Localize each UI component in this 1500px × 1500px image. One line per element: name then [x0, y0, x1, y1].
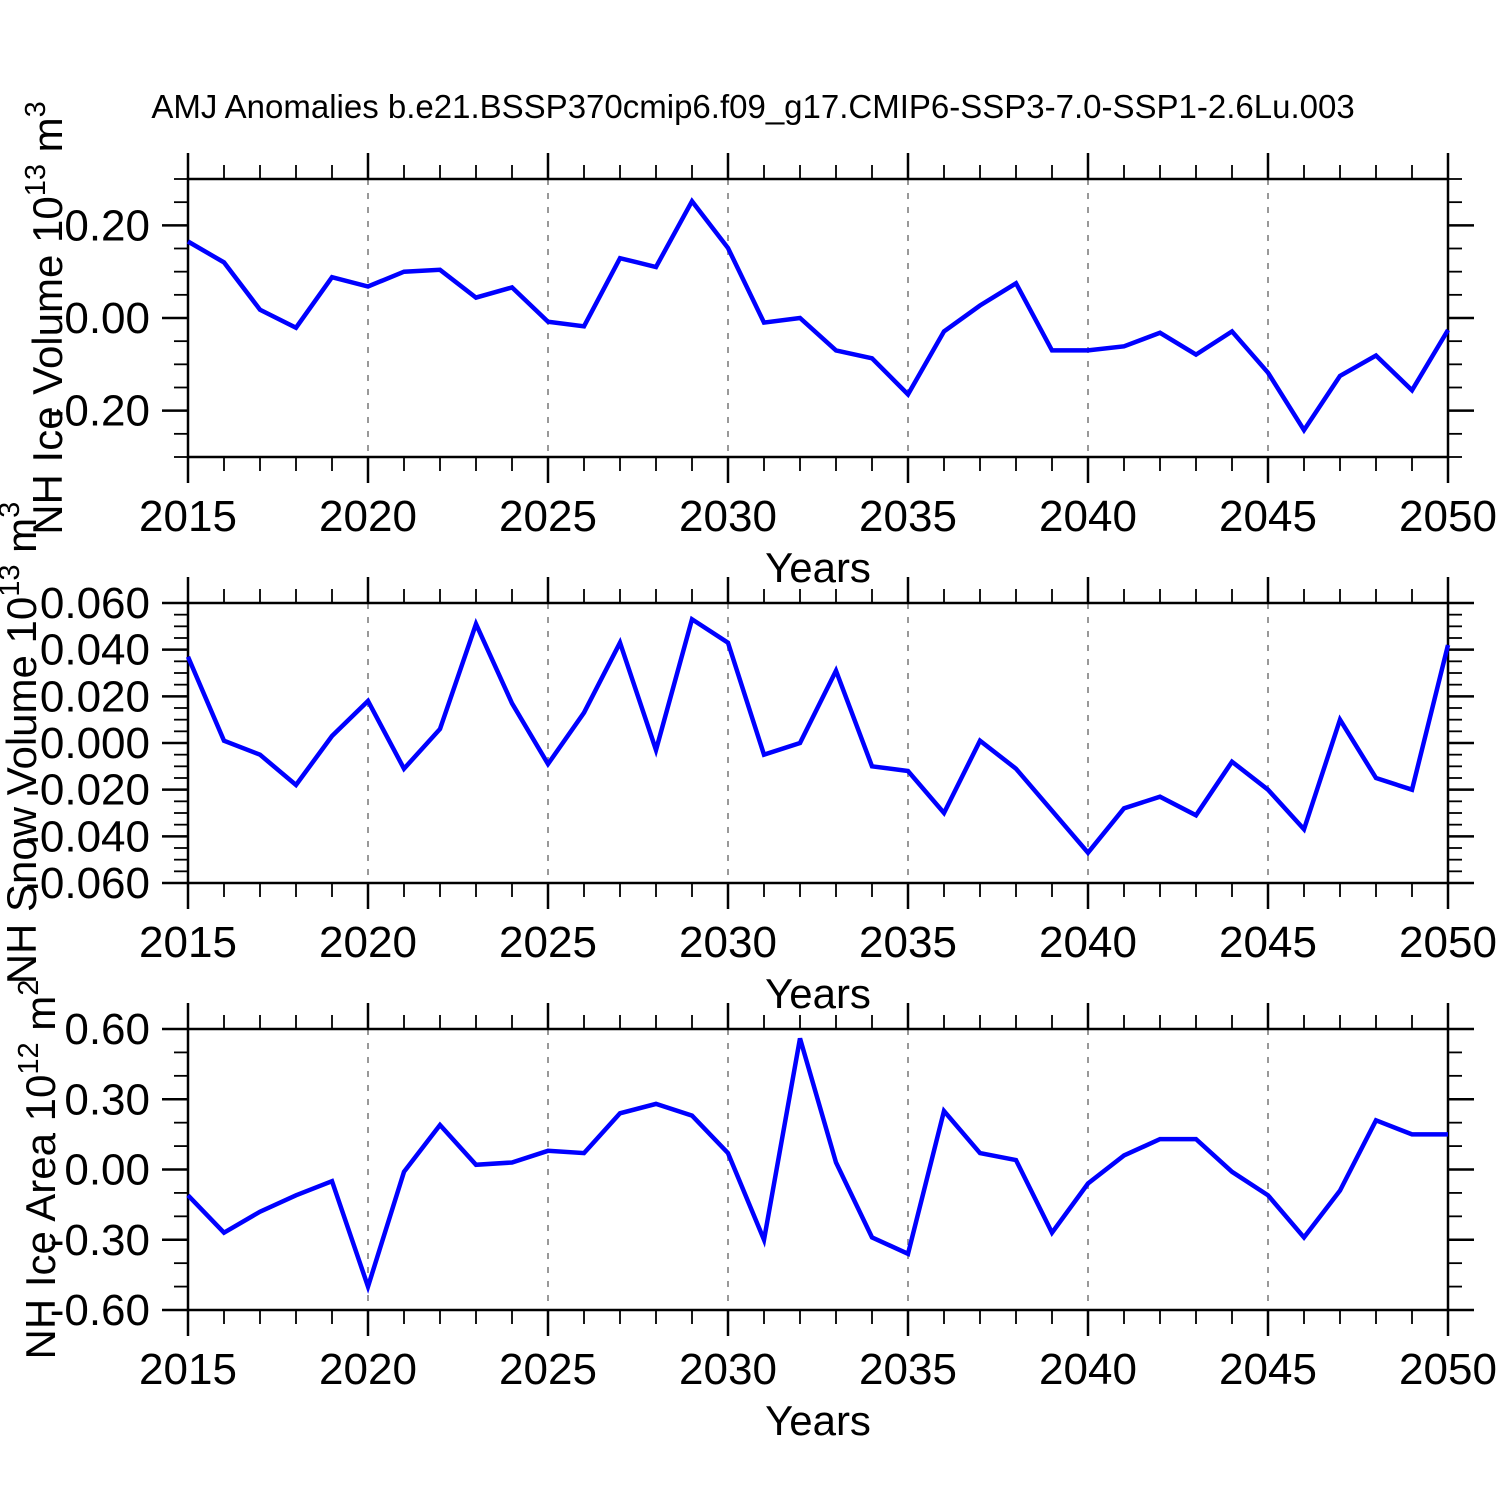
x-tick-label: 2020 — [319, 918, 417, 967]
x-tick-label: 2045 — [1219, 1345, 1317, 1394]
chart-nh-ice-volume: Years 2015 2020 2025 2030 2035 2040 2045 2050 0.… — [20, 101, 1497, 591]
x-tick-label: 2040 — [1039, 918, 1137, 967]
y-tick-label: -0.040 — [25, 812, 150, 861]
data-line — [186, 197, 1450, 435]
y-tick-label: 0.000 — [40, 719, 150, 768]
x-tick-label: 2030 — [679, 918, 777, 967]
x-tick-label: 2050 — [1399, 492, 1497, 541]
figure-title: AMJ Anomalies b.e21.BSSP370cmip6.f09_g17… — [151, 88, 1354, 125]
y-tick-label: 0.00 — [64, 294, 150, 343]
x-tick-label: 2025 — [499, 1345, 597, 1394]
x-tick-label: 2035 — [859, 1345, 957, 1394]
y-tick-label: -0.30 — [50, 1216, 150, 1265]
x-tick-label: 2015 — [139, 492, 237, 541]
x-tick-label: 2025 — [499, 918, 597, 967]
x-tick-label: 2020 — [319, 492, 417, 541]
y-tick-label: -0.020 — [25, 766, 150, 815]
x-axis-title: Years — [765, 1397, 871, 1444]
y-tick-label: 0.040 — [40, 626, 150, 675]
x-tick-label: 2035 — [859, 492, 957, 541]
x-tick-label: 2025 — [499, 492, 597, 541]
y-tick-label: -0.20 — [50, 387, 150, 436]
y-tick-label: -0.60 — [50, 1286, 150, 1335]
x-tick-label: 2020 — [319, 1345, 417, 1394]
x-axis-title: Years — [765, 544, 871, 591]
x-tick-label: 2035 — [859, 918, 957, 967]
y-axis-title: NH Ice Volume 1013 m3 — [20, 101, 71, 535]
x-tick-label: 2050 — [1399, 1345, 1497, 1394]
x-tick-label: 2030 — [679, 492, 777, 541]
chart-nh-ice-area: Years 2015 2020 2025 2030 2035 2040 2045 2050 0.… — [13, 980, 1497, 1444]
y-axis-title: NH Snow Volume 1013 m3 — [0, 502, 45, 985]
y-tick-label: 0.60 — [64, 1005, 150, 1054]
data-line — [185, 615, 1451, 857]
x-tick-label: 2040 — [1039, 492, 1137, 541]
y-tick-label: 0.00 — [64, 1146, 150, 1195]
x-tick-label: 2015 — [139, 1345, 237, 1394]
y-axis-title: NH Ice Area 1012 m2 — [13, 980, 64, 1360]
x-tick-label: 2015 — [139, 918, 237, 967]
plot-frame — [186, 1027, 1450, 1312]
plot-frame — [186, 177, 1450, 459]
y-tick-label: 0.20 — [64, 201, 150, 250]
x-tick-label: 2045 — [1219, 492, 1317, 541]
x-tick-label: 2030 — [679, 1345, 777, 1394]
y-tick-label: 0.060 — [40, 579, 150, 628]
x-tick-label: 2050 — [1399, 918, 1497, 967]
data-line — [186, 1037, 1448, 1294]
x-axis-title: Years — [765, 970, 871, 1017]
x-tick-label: 2040 — [1039, 1345, 1137, 1394]
chart-nh-snow-volume: Years 2015 2020 2025 2030 2035 2040 2045 2050 0.… — [0, 502, 1497, 1017]
y-tick-label: -0.060 — [25, 859, 150, 908]
y-tick-label: 0.30 — [64, 1075, 150, 1124]
y-tick-label: 0.020 — [40, 672, 150, 721]
x-tick-label: 2045 — [1219, 918, 1317, 967]
plot-frame — [186, 601, 1450, 885]
